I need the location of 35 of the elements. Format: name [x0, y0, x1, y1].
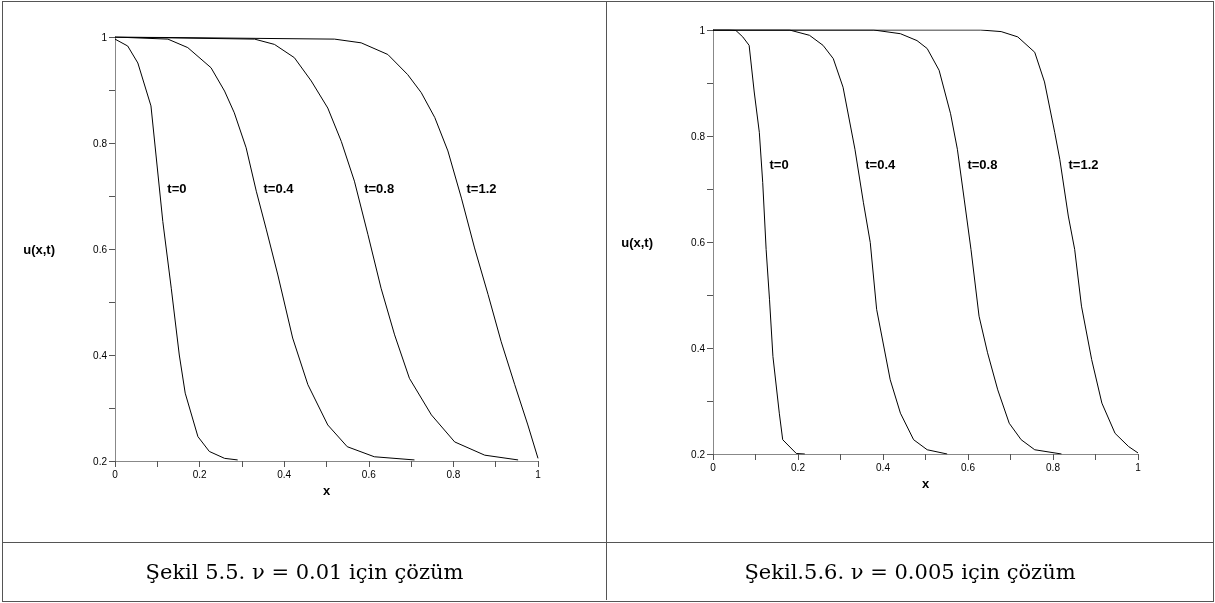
x-tick-label: 1 [535, 468, 542, 480]
x-tick-label: 0.2 [192, 468, 207, 480]
y-tick-label: 0.4 [691, 342, 706, 354]
series-label: t=0.4 [263, 180, 295, 196]
text: Şekil.5.6. ν = 0.005 için çözüm [607, 542, 1213, 600]
x-tick-label: 0.6 [961, 461, 976, 473]
series-label: t=1.2 [1068, 156, 1099, 172]
y-tick-label: 0.2 [691, 448, 706, 460]
series-label: t=0.8 [364, 180, 395, 196]
y-tick-label: 0.4 [93, 349, 108, 361]
x-axis-title: x [921, 475, 930, 491]
y-axis-title: u(x,t) [621, 234, 653, 250]
y-tick-label: 1 [699, 24, 706, 36]
text: Şekil 5.5. ν = 0.01 için çözüm [3, 542, 607, 600]
x-tick-label: 0.6 [361, 468, 377, 480]
x-tick-label: 0.4 [277, 468, 292, 480]
x-tick-label: 0.4 [876, 461, 891, 473]
y-tick-label: 1 [101, 31, 108, 43]
series-label: t=0.8 [967, 156, 998, 172]
y-tick-label: 0.8 [93, 137, 108, 149]
x-tick-label: 0 [710, 461, 717, 473]
x-tick-label: 0.2 [791, 461, 806, 473]
y-tick-label: 0.8 [691, 130, 706, 142]
y-tick-label: 0.6 [93, 243, 108, 255]
x-tick-label: 1 [1135, 461, 1142, 473]
x-tick-label: 0.8 [1046, 461, 1061, 473]
y-axis-title: u(x,t) [23, 241, 55, 257]
series-label: t=0.4 [865, 156, 897, 172]
series-label: t=0 [769, 156, 789, 172]
series-label: t=0 [167, 180, 187, 196]
x-tick-label: 0.8 [446, 468, 461, 480]
x-tick-label: 0 [112, 468, 119, 480]
series-label: t=1.2 [466, 180, 497, 196]
x-axis-title: x [322, 482, 331, 498]
y-tick-label: 0.6 [691, 236, 706, 248]
